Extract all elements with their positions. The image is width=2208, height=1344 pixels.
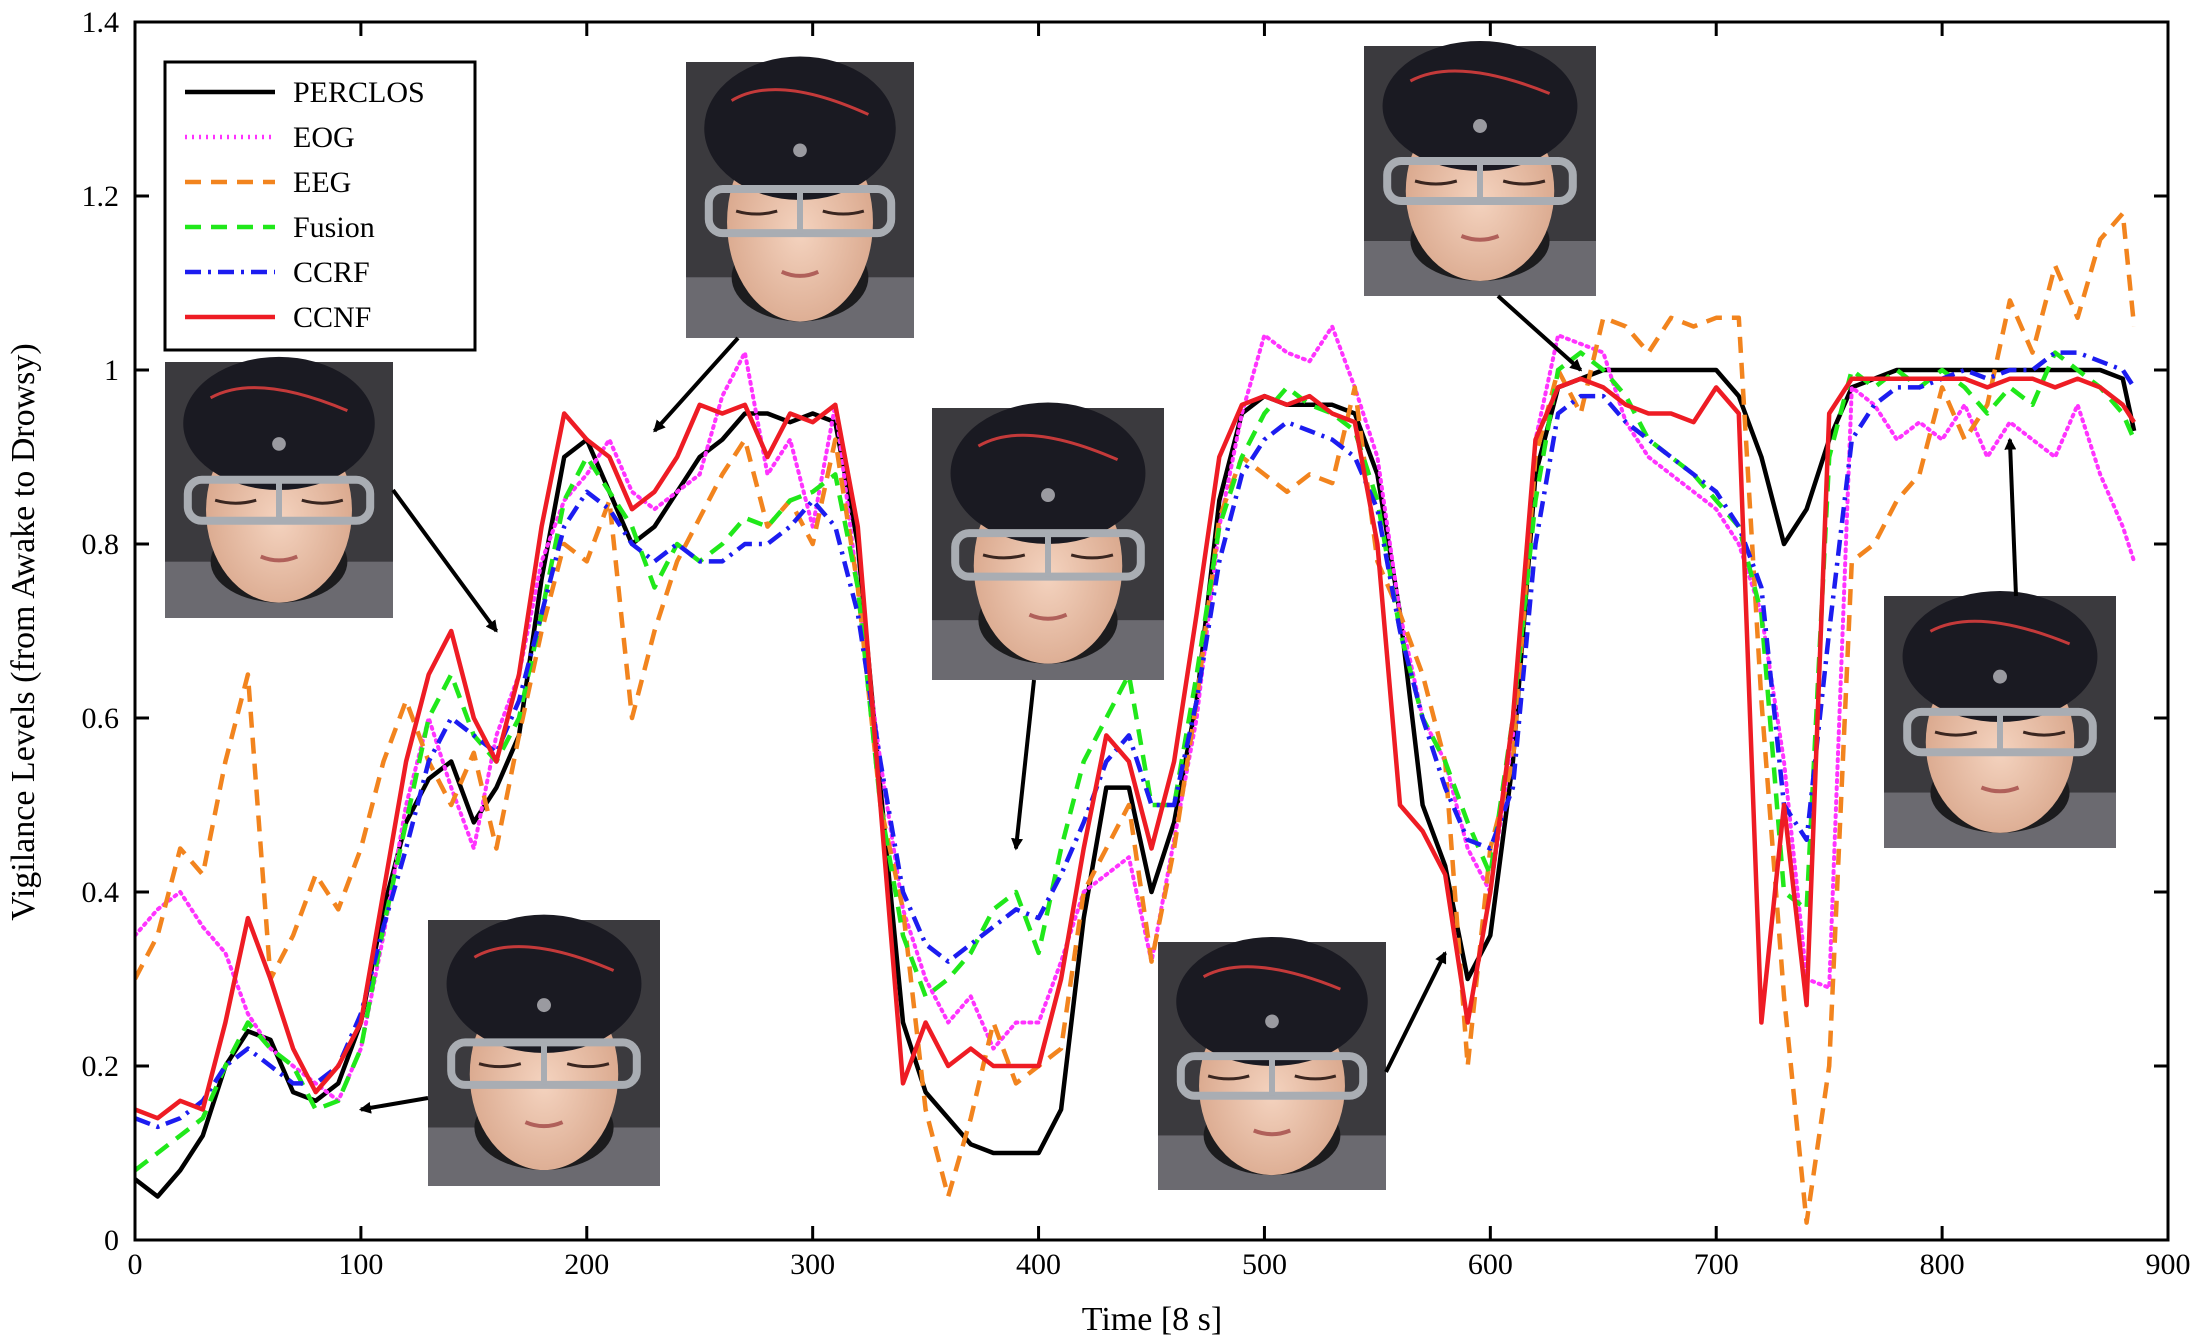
y-tick-label: 0.4 bbox=[82, 876, 120, 909]
series-line-ccnf bbox=[135, 376, 2136, 1121]
legend-label: EEG bbox=[293, 166, 351, 199]
series-line-perclos bbox=[135, 367, 2137, 1199]
y-tick-label: 1 bbox=[104, 354, 119, 387]
legend-label: CCRF bbox=[293, 256, 370, 289]
y-tick-label: 0.2 bbox=[82, 1050, 120, 1083]
annotation-arrow bbox=[1496, 294, 1583, 372]
annotation-arrow bbox=[1011, 679, 1036, 851]
face-photo bbox=[1364, 41, 1596, 296]
axes: 0 100 200 300 400 500 600 700 800 900 0 0.2 0.4 0.6 0.… bbox=[82, 6, 2191, 1281]
series-line-fusion bbox=[135, 350, 2137, 1173]
face-photo bbox=[1884, 590, 2116, 848]
y-tick-label: 0.6 bbox=[82, 702, 120, 735]
annotation-arrow bbox=[358, 1096, 429, 1114]
annotation-arrow bbox=[653, 336, 740, 433]
y-tick-label: 0 bbox=[104, 1224, 119, 1257]
x-tick-label: 600 bbox=[1468, 1248, 1513, 1281]
x-tick-label: 500 bbox=[1242, 1248, 1287, 1281]
y-tick-label: 1.2 bbox=[82, 180, 120, 213]
legend-label: PERCLOS bbox=[293, 76, 425, 109]
series-line-eeg bbox=[135, 211, 2137, 1225]
x-tick-label: 100 bbox=[338, 1248, 383, 1281]
x-tick-label: 900 bbox=[2146, 1248, 2191, 1281]
legend: PERCLOS EOG EEG Fusion CCRF CCNF bbox=[163, 60, 477, 352]
annotation-arrow bbox=[2004, 437, 2018, 597]
x-tick-label: 700 bbox=[1694, 1248, 1739, 1281]
legend-label: EOG bbox=[293, 121, 355, 154]
legend-box bbox=[163, 60, 477, 352]
x-tick-label: 800 bbox=[1920, 1248, 1965, 1281]
series-line-eog bbox=[135, 324, 2137, 1103]
face-photo bbox=[686, 56, 914, 338]
y-tick-label: 1.4 bbox=[82, 6, 120, 39]
x-tick-label: 300 bbox=[790, 1248, 835, 1281]
face-photo bbox=[165, 356, 393, 618]
face-photo bbox=[1158, 937, 1386, 1190]
x-tick-label: 200 bbox=[564, 1248, 609, 1281]
face-photo bbox=[932, 402, 1164, 680]
legend-label: CCNF bbox=[293, 301, 371, 334]
photo-annotations bbox=[165, 41, 2116, 1190]
annotation-arrow bbox=[1384, 951, 1447, 1073]
series-layer bbox=[135, 211, 2137, 1225]
y-tick-label: 0.8 bbox=[82, 528, 120, 561]
y-axis-label: Vigilance Levels (from Awake to Drowsy) bbox=[5, 343, 42, 920]
face-photo bbox=[428, 914, 660, 1186]
annotation-arrow bbox=[391, 488, 499, 633]
legend-label: Fusion bbox=[293, 211, 375, 244]
x-tick-label: 0 bbox=[128, 1248, 143, 1281]
x-tick-label: 400 bbox=[1016, 1248, 1061, 1281]
plot-frame bbox=[133, 20, 2170, 1242]
series-line-ccrf bbox=[135, 350, 2136, 1130]
x-axis-label: Time [8 s] bbox=[1082, 1301, 1222, 1338]
